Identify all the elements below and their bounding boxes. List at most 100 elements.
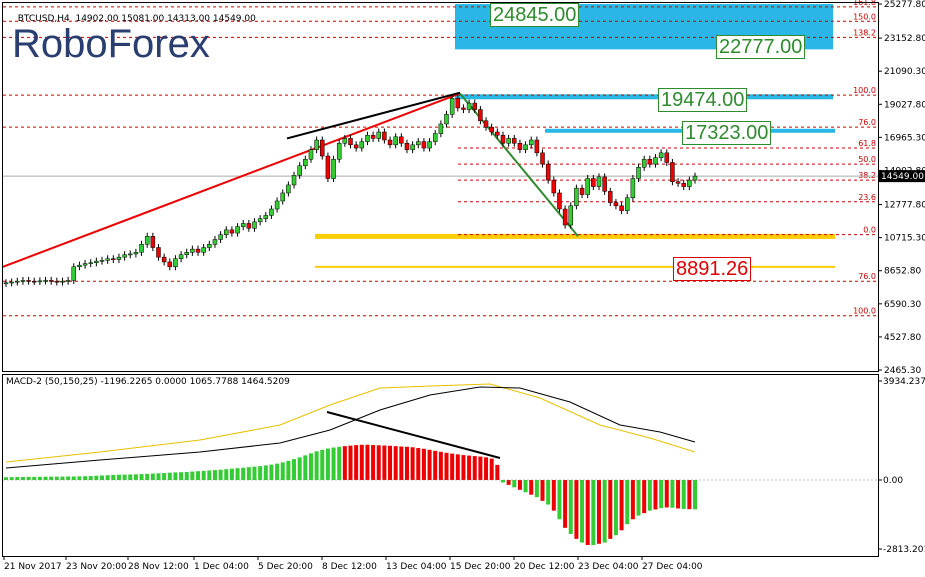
target-zone-19474 (455, 94, 833, 100)
candle-body (218, 234, 223, 240)
macd-bar (43, 476, 48, 480)
macd-bar (404, 446, 409, 480)
roboforex-logo: RoboForex (12, 22, 210, 67)
support-zone-yellow (315, 233, 835, 239)
macd-bar (681, 480, 686, 509)
candle-body (472, 102, 477, 110)
candle-body (353, 144, 359, 149)
candle-body (43, 280, 48, 282)
candle-body (658, 152, 664, 158)
candle-body (461, 107, 466, 110)
macd-signal-line (5, 383, 696, 463)
macd-bar (337, 446, 342, 480)
candle-body (31, 280, 37, 283)
macd-bar (647, 480, 652, 511)
candle-body (517, 142, 523, 150)
downtrend-line-green (459, 92, 579, 237)
fib-level-label: 23.6 (858, 193, 876, 202)
macd-bar (207, 470, 212, 480)
time-tick-label: 13 Dec 04:00 (386, 562, 447, 572)
macd-bar (145, 473, 150, 480)
time-tick-label: 5 Dec 20:00 (258, 562, 313, 572)
macd-bar (179, 472, 184, 480)
macd-bar (133, 474, 138, 480)
macd-bar (642, 480, 647, 514)
candle-body (348, 138, 353, 146)
time-tick-label: 23 Nov 20:00 (66, 562, 127, 572)
macd-bar (602, 480, 607, 543)
macd-bar (540, 480, 545, 501)
price-tick-label: 14902.80 (884, 166, 925, 176)
candle-body (636, 167, 641, 179)
current-price-box (878, 170, 925, 183)
macd-bar (596, 480, 601, 544)
macd-bar (484, 457, 489, 480)
price-tick-label: 23152.80 (884, 34, 925, 44)
candle-body (551, 179, 557, 194)
macd-bar (275, 463, 280, 480)
macd-bar (105, 475, 110, 480)
macd-bar (122, 474, 127, 480)
candle-body (602, 176, 607, 192)
macd-bar (455, 454, 460, 480)
candle-body (144, 236, 150, 245)
candle-body (528, 139, 534, 146)
candle-body (336, 142, 342, 160)
candle-body (619, 205, 624, 211)
fib-level-label: 100.0 (853, 86, 876, 95)
level-box-22777: 22777.00 (716, 35, 806, 59)
macd-bar (557, 480, 562, 520)
macd-bar (150, 473, 155, 480)
macd-bar (585, 480, 590, 545)
candle-body (365, 134, 370, 142)
fib-level-label: 76.0 (858, 118, 876, 127)
macd-bar (393, 446, 398, 480)
candle-body (478, 109, 483, 122)
macd-pane-frame (2, 374, 879, 557)
macd-bar (529, 480, 534, 495)
candle-body (506, 138, 511, 144)
macd-bar (20, 476, 25, 480)
candle-body (173, 258, 178, 268)
macd-divergence-line (326, 411, 501, 459)
candle-body (77, 264, 82, 268)
candle-body (579, 187, 585, 195)
candle-body (60, 280, 65, 283)
uptrend-line-red (2, 92, 461, 268)
candle-body (139, 244, 144, 253)
candle-body (523, 144, 528, 150)
candle-body (630, 178, 636, 199)
candle-body (449, 98, 455, 115)
macd-bar (66, 476, 71, 480)
candle-body (116, 256, 122, 260)
candle-body (263, 215, 269, 219)
time-tick-label: 8 Dec 12:00 (322, 562, 377, 572)
macd-bar (438, 451, 443, 480)
candle-body (105, 258, 110, 261)
time-tick-label: 23 Dec 04:00 (578, 562, 639, 572)
candle-body (269, 208, 274, 216)
macd-bar (49, 476, 54, 480)
macd-bar (636, 480, 641, 516)
fib-level-label: 100.0 (853, 307, 876, 316)
candle-body (257, 218, 263, 223)
candle-body (229, 229, 235, 234)
candle-body (596, 176, 602, 187)
macd-bar (416, 448, 421, 480)
macd-bar (269, 464, 274, 480)
candle-body (246, 223, 252, 229)
macd-bar (325, 448, 330, 480)
price-tick-label: 16965.30 (884, 133, 925, 143)
macd-bar (71, 476, 76, 480)
macd-bar (563, 480, 568, 528)
candle-body (608, 191, 613, 203)
macd-bar (512, 480, 517, 488)
macd-bar (625, 480, 630, 525)
macd-bar (388, 445, 393, 480)
candle-body (359, 141, 365, 149)
fib-level-label: 38.2 (858, 171, 876, 180)
candle-body (212, 239, 218, 245)
fib-level-label: 61.8 (858, 139, 876, 148)
macd-bar (173, 472, 178, 480)
